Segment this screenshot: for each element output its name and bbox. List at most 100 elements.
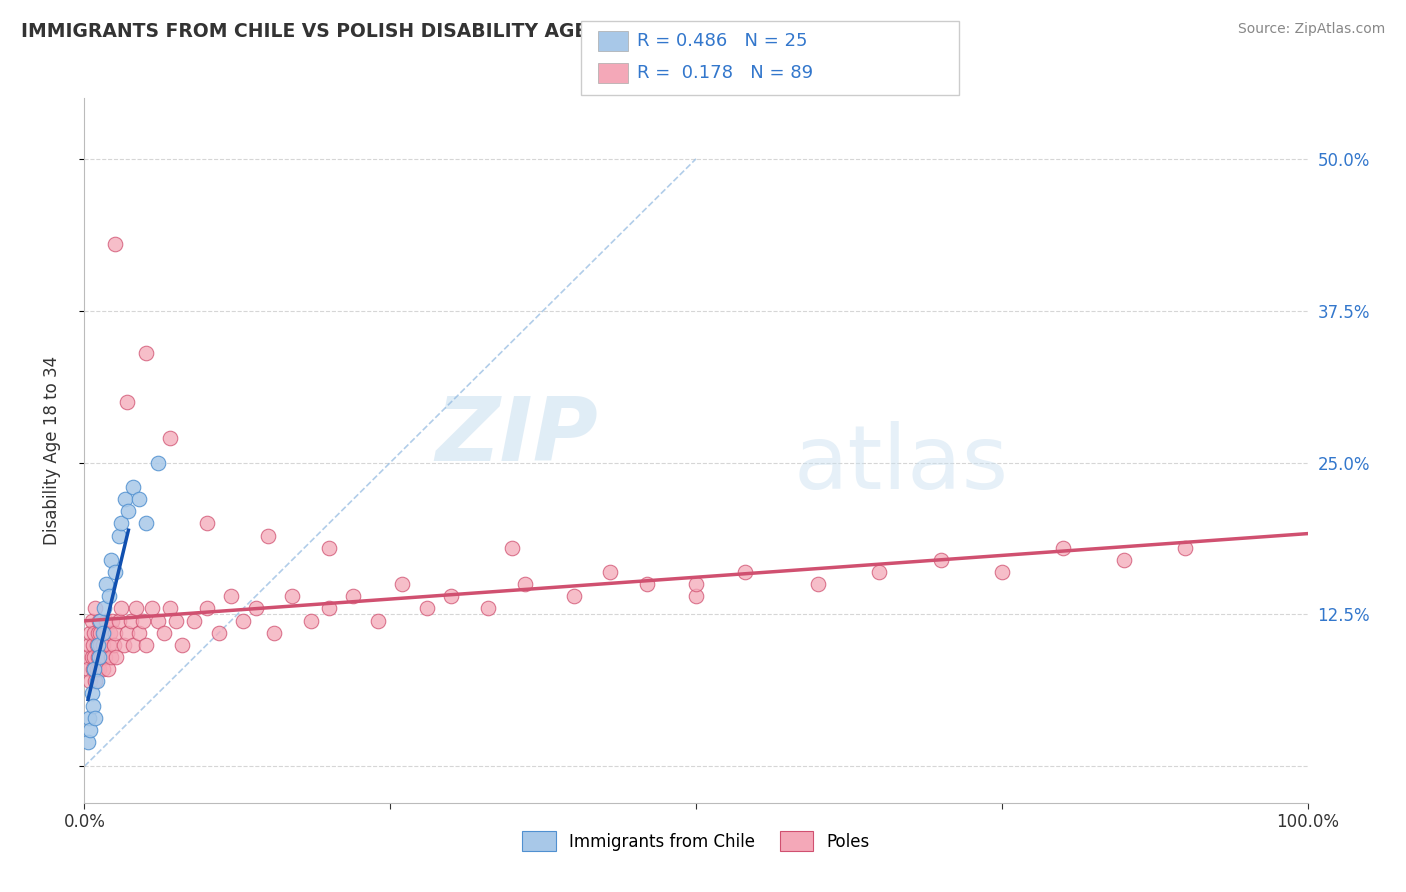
Point	[416, 601, 439, 615]
Point	[96, 614, 118, 628]
Point	[219, 589, 242, 603]
Point	[97, 638, 120, 652]
Point	[93, 625, 115, 640]
Point	[195, 516, 218, 531]
Point	[183, 614, 205, 628]
Point	[685, 577, 707, 591]
Point	[91, 625, 114, 640]
Point	[82, 662, 104, 676]
Point	[101, 614, 124, 628]
Point	[318, 601, 340, 615]
Point	[257, 528, 280, 542]
Point	[98, 625, 121, 640]
Point	[135, 346, 157, 360]
Point	[599, 565, 621, 579]
Point	[110, 601, 132, 615]
Point	[93, 601, 115, 615]
Point	[87, 650, 110, 665]
Point	[79, 625, 101, 640]
Point	[120, 614, 142, 628]
Point	[128, 625, 150, 640]
Point	[318, 541, 340, 555]
Point	[79, 674, 101, 689]
Y-axis label: Disability Age 18 to 34: Disability Age 18 to 34	[42, 356, 60, 545]
Point	[86, 674, 108, 689]
Point	[87, 650, 110, 665]
Point	[117, 504, 139, 518]
Point	[172, 638, 194, 652]
Point	[159, 601, 181, 615]
Text: R =  0.178   N = 89: R = 0.178 N = 89	[637, 64, 813, 82]
Point	[86, 662, 108, 676]
Point	[87, 625, 110, 640]
Point	[97, 589, 120, 603]
Point	[208, 625, 231, 640]
Point	[77, 638, 100, 652]
Point	[110, 516, 132, 531]
Point	[299, 614, 322, 628]
Point	[77, 735, 100, 749]
Point	[1052, 541, 1074, 555]
Point	[734, 565, 756, 579]
Point	[929, 553, 952, 567]
Point	[112, 638, 135, 652]
Point	[440, 589, 463, 603]
Point	[103, 638, 125, 652]
Point	[991, 565, 1014, 579]
Point	[87, 662, 110, 676]
Text: IMMIGRANTS FROM CHILE VS POLISH DISABILITY AGE 18 TO 34 CORRELATION CHART: IMMIGRANTS FROM CHILE VS POLISH DISABILI…	[21, 22, 920, 41]
Point	[135, 516, 157, 531]
Point	[107, 614, 129, 628]
Point	[84, 674, 107, 689]
Point	[83, 662, 105, 676]
Legend: Immigrants from Chile, Poles: Immigrants from Chile, Poles	[516, 824, 876, 858]
Point	[104, 625, 127, 640]
Point	[82, 638, 104, 652]
Point	[96, 577, 118, 591]
Point	[84, 601, 107, 615]
Point	[114, 491, 136, 506]
Point	[91, 638, 114, 652]
Point	[104, 236, 127, 251]
Point	[146, 456, 169, 470]
Point	[100, 650, 122, 665]
Point	[1114, 553, 1136, 567]
Point	[636, 577, 658, 591]
Point	[146, 614, 169, 628]
Point	[807, 577, 830, 591]
Point	[115, 395, 138, 409]
Point	[477, 601, 499, 615]
Point	[122, 638, 145, 652]
Point	[94, 650, 117, 665]
Text: R = 0.486   N = 25: R = 0.486 N = 25	[637, 32, 807, 50]
Point	[104, 565, 127, 579]
Point	[76, 650, 98, 665]
Point	[77, 711, 100, 725]
Point	[105, 650, 128, 665]
Point	[342, 589, 364, 603]
Text: Source: ZipAtlas.com: Source: ZipAtlas.com	[1237, 22, 1385, 37]
Point	[281, 589, 304, 603]
Point	[87, 614, 110, 628]
Point	[97, 662, 120, 676]
Point	[80, 614, 103, 628]
Point	[159, 431, 181, 445]
Point	[685, 589, 707, 603]
Text: atlas: atlas	[794, 421, 1010, 508]
Point	[232, 614, 254, 628]
Point	[122, 480, 145, 494]
Point	[165, 614, 187, 628]
Point	[153, 625, 176, 640]
Point	[132, 614, 155, 628]
Point	[86, 638, 108, 652]
Point	[83, 625, 105, 640]
Point	[562, 589, 585, 603]
Point	[87, 638, 110, 652]
Point	[80, 650, 103, 665]
Point	[79, 723, 101, 737]
Point	[135, 638, 157, 652]
Point	[125, 601, 148, 615]
Point	[100, 553, 122, 567]
Point	[107, 528, 129, 542]
Point	[90, 650, 112, 665]
